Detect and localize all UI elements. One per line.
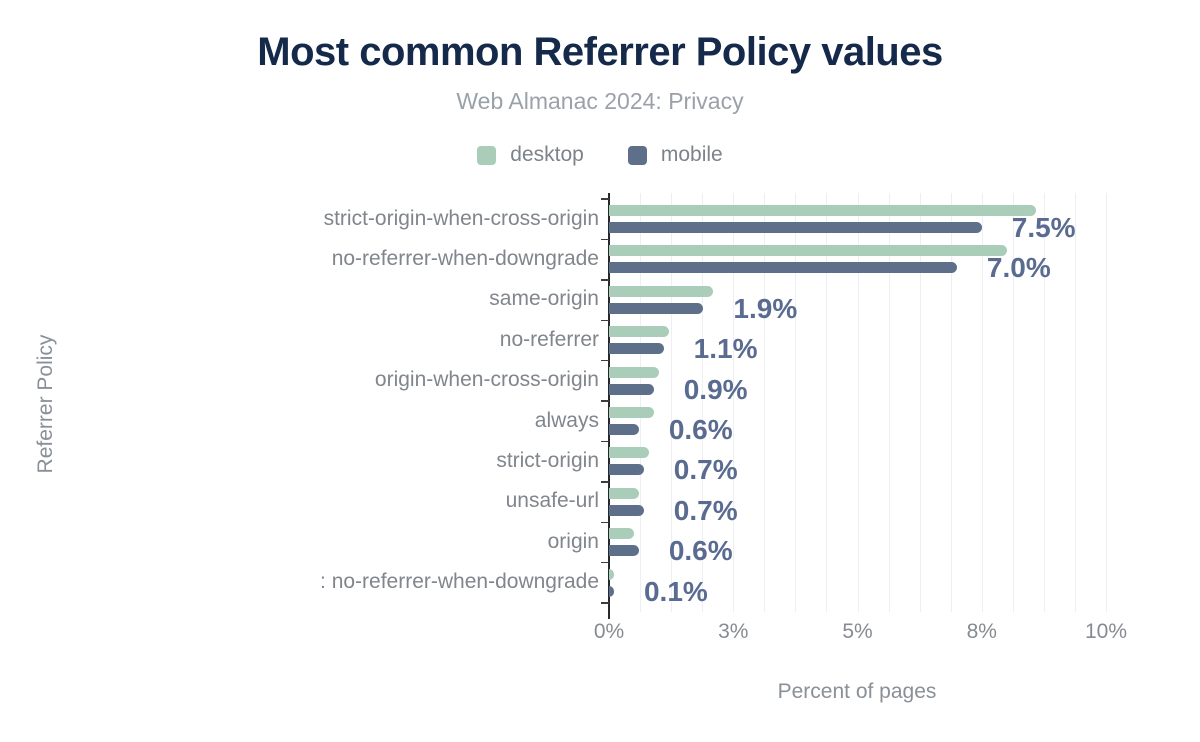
bar-mobile[interactable] — [609, 343, 664, 355]
gridline — [640, 193, 642, 612]
bar-desktop[interactable] — [609, 407, 654, 418]
bar-mobile[interactable] — [609, 504, 644, 516]
zero-tick — [607, 612, 610, 619]
value-label: 0.9% — [683, 373, 748, 405]
value-label: 0.1% — [643, 575, 708, 607]
bar-desktop[interactable] — [609, 326, 669, 338]
value-label: 1.1% — [693, 333, 758, 365]
category-tick — [601, 400, 609, 402]
bar-desktop[interactable] — [609, 245, 1007, 257]
bar-desktop[interactable] — [609, 285, 714, 297]
category-label: no-referrer — [499, 327, 599, 351]
y-axis-title: Referrer Policy — [34, 334, 57, 474]
bar-mobile[interactable] — [609, 464, 644, 476]
legend-label: mobile — [660, 143, 723, 166]
bar-mobile[interactable] — [609, 545, 639, 557]
mobile-swatch-icon — [627, 145, 647, 165]
bar-mobile[interactable] — [609, 383, 654, 395]
value-label: 1.9% — [733, 292, 798, 324]
value-label: 0.7% — [673, 494, 738, 526]
legend: desktop mobile — [0, 142, 1200, 168]
category-tick — [601, 279, 609, 281]
gridline — [1043, 193, 1045, 612]
gridline — [826, 193, 828, 612]
value-label: 7.0% — [986, 252, 1051, 284]
category-label: origin — [547, 529, 599, 553]
category-tick — [601, 319, 609, 321]
category-label: same-origin — [489, 287, 599, 311]
x-tick-label: 10% — [1084, 620, 1128, 643]
gridline — [702, 193, 704, 612]
category-tick — [601, 521, 609, 523]
gridline — [888, 193, 890, 612]
legend-item-desktop[interactable]: desktop — [477, 143, 584, 167]
bar-mobile[interactable] — [609, 222, 982, 233]
desktop-swatch-icon — [477, 145, 497, 165]
bar-desktop[interactable] — [609, 528, 634, 540]
category-tick — [601, 198, 609, 200]
chart-title: Most common Referrer Policy values — [257, 30, 943, 74]
x-axis-title: Percent of pages — [777, 680, 937, 703]
category-label: : no-referrer-when-downgrade — [320, 570, 599, 594]
category-label: no-referrer-when-downgrade — [331, 246, 599, 270]
gridline — [1074, 193, 1076, 612]
chart-subtitle: Web Almanac 2024: Privacy — [456, 88, 744, 114]
x-tick-label: 8% — [966, 620, 997, 643]
category-tick — [601, 238, 609, 241]
bar-desktop[interactable] — [609, 568, 614, 580]
gridline — [981, 193, 983, 612]
bar-mobile[interactable] — [609, 585, 614, 597]
category-label: origin-when-cross-origin — [374, 368, 599, 392]
category-label: strict-origin — [496, 448, 599, 472]
x-tick-label: 0% — [593, 620, 625, 643]
x-tick-label: 3% — [718, 620, 749, 643]
category-label: always — [534, 408, 599, 432]
y-axis-line — [607, 193, 610, 612]
category-label: strict-origin-when-cross-origin — [323, 206, 599, 230]
bar-mobile[interactable] — [609, 302, 704, 314]
gridline — [795, 193, 797, 612]
bar-desktop[interactable] — [609, 366, 659, 378]
gridline — [733, 193, 735, 612]
bar-mobile[interactable] — [609, 424, 639, 435]
category-tick — [601, 602, 609, 604]
value-label: 0.6% — [668, 535, 733, 567]
legend-item-mobile[interactable]: mobile — [627, 143, 723, 167]
value-label: 0.6% — [668, 414, 733, 445]
bar-desktop[interactable] — [609, 205, 1037, 216]
category-tick — [601, 440, 609, 443]
gridline — [919, 193, 921, 612]
category-tick — [601, 561, 609, 564]
category-tick — [601, 359, 609, 362]
legend-label: desktop — [510, 143, 584, 166]
gridline — [950, 193, 952, 612]
category-label: unsafe-url — [505, 489, 599, 513]
gridline — [1012, 193, 1014, 612]
bar-mobile[interactable] — [609, 262, 957, 274]
x-tick-label: 5% — [842, 620, 873, 643]
gridline — [1106, 193, 1107, 612]
gridline — [857, 193, 859, 612]
gridline — [671, 193, 673, 612]
bar-desktop[interactable] — [609, 487, 639, 499]
gridline — [764, 193, 766, 612]
category-tick — [601, 481, 609, 483]
value-label: 0.7% — [673, 454, 738, 486]
bar-desktop[interactable] — [609, 447, 649, 459]
value-label: 7.5% — [1011, 212, 1076, 243]
